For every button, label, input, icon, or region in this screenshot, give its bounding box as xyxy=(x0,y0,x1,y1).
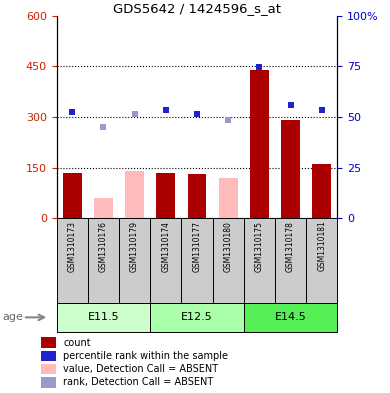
Bar xyxy=(41,337,56,348)
Point xyxy=(69,109,75,115)
Text: GSM1310173: GSM1310173 xyxy=(67,220,77,272)
Text: GSM1310176: GSM1310176 xyxy=(99,220,108,272)
Text: E14.5: E14.5 xyxy=(275,312,307,322)
Bar xyxy=(250,70,269,218)
Bar xyxy=(244,303,337,332)
Bar xyxy=(281,120,300,218)
Bar xyxy=(41,351,56,361)
Text: GSM1310174: GSM1310174 xyxy=(161,220,170,272)
Text: value, Detection Call = ABSENT: value, Detection Call = ABSENT xyxy=(63,364,218,374)
Bar xyxy=(312,164,331,218)
Text: GSM1310175: GSM1310175 xyxy=(255,220,264,272)
Text: count: count xyxy=(63,338,91,348)
Bar xyxy=(88,218,119,303)
Bar xyxy=(125,171,144,218)
Text: GSM1310181: GSM1310181 xyxy=(317,220,326,272)
Point xyxy=(100,124,106,130)
Bar xyxy=(213,218,244,303)
Text: age: age xyxy=(2,312,23,322)
Point xyxy=(256,64,262,70)
Bar xyxy=(57,303,150,332)
Point xyxy=(287,102,294,108)
Point xyxy=(163,107,169,113)
Bar xyxy=(306,218,337,303)
Bar xyxy=(156,173,175,218)
Bar xyxy=(219,178,238,218)
Text: rank, Detection Call = ABSENT: rank, Detection Call = ABSENT xyxy=(63,377,214,387)
Text: E11.5: E11.5 xyxy=(87,312,119,322)
Text: percentile rank within the sample: percentile rank within the sample xyxy=(63,351,229,361)
Text: GSM1310179: GSM1310179 xyxy=(130,220,139,272)
Bar xyxy=(150,303,244,332)
Text: E12.5: E12.5 xyxy=(181,312,213,322)
Text: GSM1310180: GSM1310180 xyxy=(223,220,233,272)
Point xyxy=(131,111,138,118)
Text: GSM1310178: GSM1310178 xyxy=(286,220,295,272)
Bar xyxy=(63,173,82,218)
Point xyxy=(194,111,200,118)
Text: GSM1310177: GSM1310177 xyxy=(192,220,202,272)
Bar xyxy=(119,218,150,303)
Bar xyxy=(244,218,275,303)
Bar xyxy=(94,198,113,218)
Bar xyxy=(41,377,56,388)
Bar xyxy=(188,174,206,218)
Bar xyxy=(150,218,181,303)
Bar xyxy=(41,364,56,375)
Bar xyxy=(275,218,306,303)
Bar xyxy=(181,218,213,303)
Point xyxy=(319,107,325,113)
Point xyxy=(225,117,231,123)
Title: GDS5642 / 1424596_s_at: GDS5642 / 1424596_s_at xyxy=(113,2,281,15)
Bar xyxy=(57,218,88,303)
